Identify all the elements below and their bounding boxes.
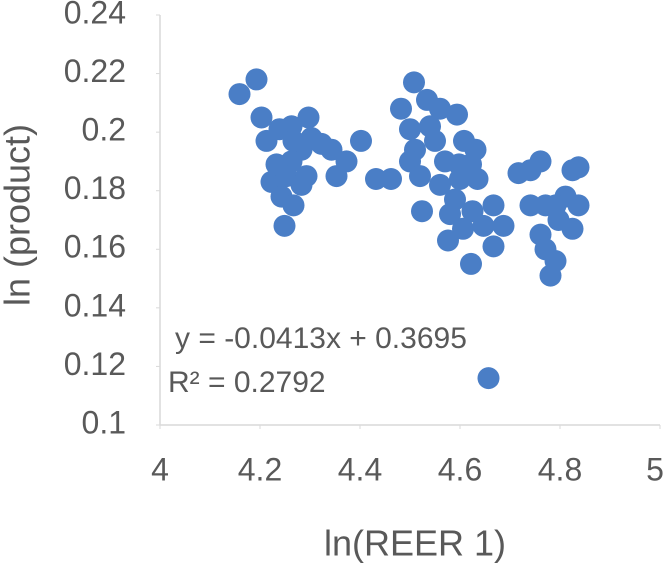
point (295, 165, 318, 188)
point (561, 217, 584, 240)
trendline-equation: y = -0.0413x + 0.3695 (175, 322, 467, 355)
point (297, 106, 320, 129)
x-tick-label: 4.6 (438, 451, 482, 487)
point (403, 71, 425, 94)
point (245, 68, 268, 91)
point (282, 129, 305, 152)
point (460, 252, 482, 275)
point (416, 88, 438, 111)
point (265, 153, 288, 176)
point (409, 165, 431, 188)
plot-area (228, 68, 590, 390)
point (424, 129, 446, 152)
point (448, 153, 470, 176)
point (492, 214, 515, 237)
y-tick-label: 0.18 (64, 170, 126, 206)
y-tick-label: 0.2 (82, 112, 126, 148)
point (477, 367, 500, 390)
point (437, 229, 459, 252)
point (390, 97, 412, 120)
y-axis-title: ln (product) (0, 124, 38, 306)
point (482, 235, 505, 258)
x-tick-label: 5 (646, 451, 664, 487)
y-tick-label: 0.24 (64, 0, 126, 30)
r-squared: R² = 0.2792 (168, 366, 326, 399)
point (544, 250, 567, 272)
point (544, 194, 567, 217)
y-tick-label: 0.14 (64, 287, 126, 323)
point (464, 138, 487, 161)
point (320, 138, 343, 161)
y-tick-label: 0.22 (64, 53, 126, 89)
point (273, 214, 296, 237)
point (466, 168, 489, 190)
point (399, 118, 421, 141)
point (250, 106, 273, 129)
y-tick-label: 0.16 (64, 229, 126, 265)
point (350, 129, 372, 152)
point (282, 194, 305, 217)
point (482, 194, 505, 217)
point (335, 150, 358, 173)
point (567, 194, 590, 217)
point (567, 156, 590, 179)
point (411, 200, 433, 223)
point (429, 173, 451, 196)
point (529, 150, 552, 173)
y-tick-label: 0.1 (82, 404, 126, 440)
point (228, 83, 251, 106)
point (452, 217, 474, 240)
point (380, 168, 402, 190)
y-tick-label: 0.12 (64, 346, 126, 382)
x-tick-label: 4.2 (238, 451, 282, 487)
x-tick-label: 4 (151, 451, 169, 487)
point (472, 214, 495, 237)
point (446, 103, 468, 126)
x-axis-title: ln(REER 1) (324, 523, 506, 564)
x-tick-label: 4.4 (338, 451, 382, 487)
point (439, 203, 461, 226)
x-tick-label: 4.8 (538, 451, 582, 487)
